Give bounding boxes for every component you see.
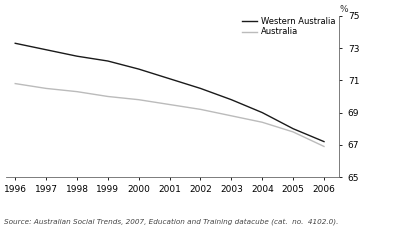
Western Australia <box>260 111 265 114</box>
Legend: Western Australia, Australia: Western Australia, Australia <box>243 17 335 37</box>
Australia <box>229 114 234 117</box>
Text: Source: Australian Social Trends, 2007, Education and Training datacube (cat.  n: Source: Australian Social Trends, 2007, … <box>4 218 338 225</box>
Western Australia <box>198 87 203 90</box>
Text: %: % <box>339 5 348 14</box>
Western Australia <box>167 77 172 80</box>
Australia <box>136 98 141 101</box>
Australia <box>13 82 17 85</box>
Western Australia <box>44 48 48 51</box>
Australia <box>44 87 48 90</box>
Western Australia <box>13 42 17 45</box>
Line: Australia: Australia <box>15 84 324 146</box>
Western Australia <box>75 55 79 57</box>
Line: Western Australia: Western Australia <box>15 43 324 142</box>
Australia <box>198 108 203 111</box>
Australia <box>260 121 265 124</box>
Australia <box>322 145 326 148</box>
Western Australia <box>106 60 110 62</box>
Western Australia <box>291 127 295 130</box>
Australia <box>291 131 295 133</box>
Australia <box>167 103 172 106</box>
Australia <box>106 95 110 98</box>
Western Australia <box>229 98 234 101</box>
Western Australia <box>322 140 326 143</box>
Western Australia <box>136 68 141 70</box>
Australia <box>75 90 79 93</box>
